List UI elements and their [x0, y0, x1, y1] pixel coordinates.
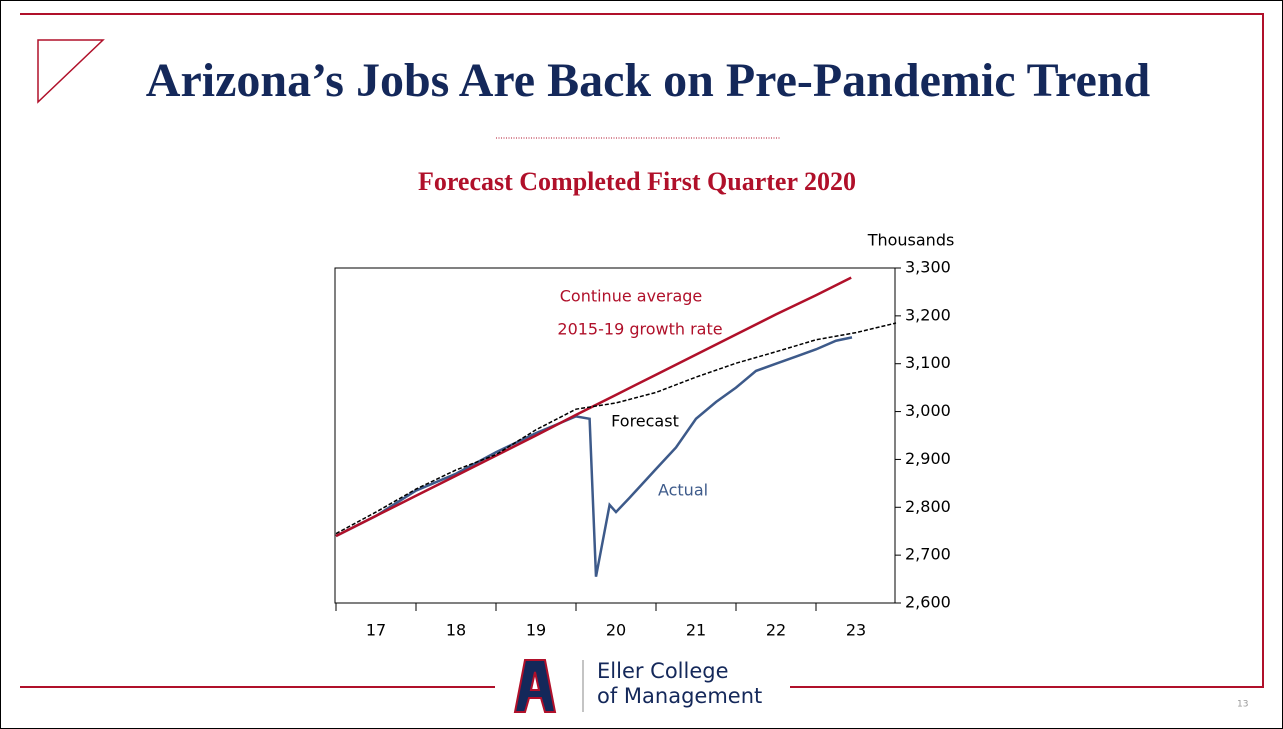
series-line [335, 336, 853, 577]
y-tick-label: 3,000 [905, 401, 951, 420]
page-number: 13 [1237, 700, 1248, 710]
logo-text: of Management [597, 684, 762, 708]
logo-mark [513, 659, 557, 713]
y-tick-label: 2,700 [905, 545, 951, 564]
slide-title: Arizona’s Jobs Are Back on Pre-Pandemic … [146, 54, 1151, 107]
x-tick-label: 19 [526, 621, 546, 640]
annotation: Actual [658, 481, 708, 500]
frame [20, 13, 1264, 688]
annotation: 2015-19 growth rate [557, 320, 722, 339]
series-line [335, 276, 852, 538]
corner-triangle [37, 39, 105, 104]
x-tick-label: 20 [606, 621, 626, 640]
chart: 2,600 2,700 2,800 2,900 3,000 3,100 3,200 3,300… [335, 258, 951, 640]
y-tick-label: 2,900 [905, 449, 951, 468]
annotation: Continue average [560, 287, 703, 306]
x-tick-label: 22 [766, 621, 786, 640]
y-tick-label: 3,100 [905, 353, 951, 372]
x-tick-label: 17 [366, 621, 386, 640]
plot-frame [334, 267, 896, 604]
y-tick-label: 2,800 [905, 497, 951, 516]
logo-text: Eller College [597, 659, 729, 683]
y-tick-label: 3,300 [905, 258, 951, 277]
subtitle: Forecast Completed First Quarter 2020 [418, 167, 856, 196]
annotation: Forecast [611, 412, 679, 431]
x-tick-label: 21 [686, 621, 706, 640]
series-line [335, 322, 897, 535]
y-tick-label: 2,600 [905, 593, 951, 612]
logo: Eller College of Management [513, 659, 762, 713]
y-tick-label: 3,200 [905, 305, 951, 324]
x-tick-label: 23 [846, 621, 866, 640]
x-tick-label: 18 [446, 621, 466, 640]
y-axis-unit: Thousands [867, 231, 955, 250]
